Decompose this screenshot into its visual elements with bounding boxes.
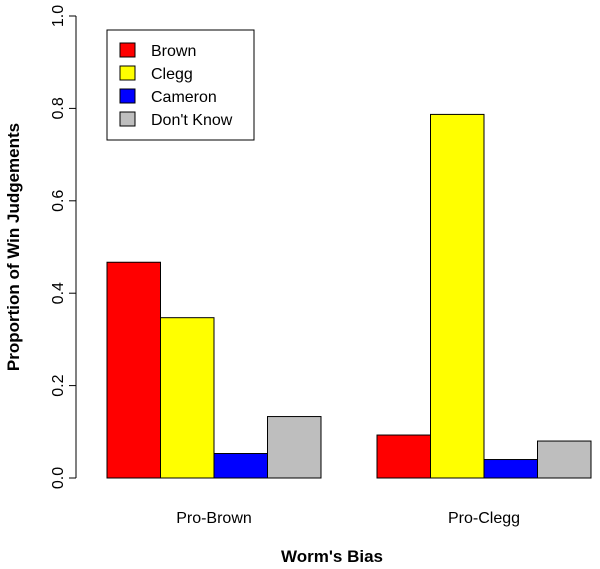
y-tick-label: 0.0 — [50, 467, 67, 489]
legend-label: Don't Know — [151, 112, 233, 129]
bar-pro-brown-don-t-know — [267, 416, 322, 479]
legend-swatch-don-t-know — [119, 111, 136, 127]
legend-label: Clegg — [151, 66, 193, 83]
bar-pro-clegg-clegg — [430, 113, 485, 479]
x-category-label: Pro-Clegg — [448, 510, 520, 527]
y-tick-label: 0.4 — [50, 282, 67, 304]
x-category-label: Pro-Brown — [176, 510, 252, 527]
bar-pro-clegg-brown — [376, 434, 431, 479]
bar-pro-clegg-cameron — [483, 459, 538, 479]
y-tick-label: 0.6 — [50, 190, 67, 212]
bars-group — [106, 113, 592, 479]
bar-pro-brown-cameron — [213, 453, 268, 479]
legend-swatch-clegg — [119, 65, 136, 81]
legend-label: Brown — [151, 43, 196, 60]
y-axis-title: Proportion of Win Judgements — [4, 123, 23, 371]
y-axis: 0.0 0.2 0.4 0.6 0.8 1.0 — [50, 5, 77, 489]
legend-swatch-cameron — [119, 88, 136, 104]
y-tick-label: 0.8 — [50, 97, 67, 119]
x-axis-category-labels: Pro-Brown Pro-Clegg — [176, 510, 520, 527]
legend: Brown Clegg Cameron Don't Know — [106, 29, 255, 141]
y-tick-label: 1.0 — [50, 5, 67, 27]
bar-pro-brown-clegg — [160, 317, 215, 479]
bar-pro-clegg-don-t-know — [537, 440, 592, 479]
legend-swatch-brown — [119, 42, 136, 58]
x-axis-title: Worm's Bias — [281, 547, 383, 566]
y-tick-label: 0.2 — [50, 374, 67, 396]
legend-label: Cameron — [151, 89, 217, 106]
bar-pro-brown-brown — [106, 261, 161, 479]
